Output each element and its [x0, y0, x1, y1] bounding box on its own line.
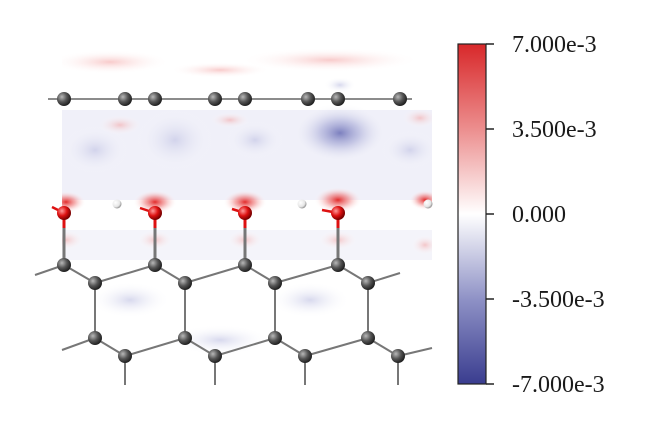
carbon-atom — [148, 92, 162, 106]
substrate-bonds — [34, 263, 433, 385]
colorbar-tick-label: 0.000 — [512, 202, 566, 228]
carbon-atom — [88, 331, 102, 345]
carbon-atom — [178, 331, 192, 345]
co-bonds — [62, 216, 340, 265]
carbon-atom — [208, 349, 222, 363]
carbon-atom — [118, 349, 132, 363]
carbon-atom — [148, 258, 162, 272]
top-carbon-atoms — [57, 92, 407, 106]
carbon-atom — [238, 258, 252, 272]
colorbar: 7.000e-3 3.500e-3 0.000 -3.500e-3 -7.000e-3 — [457, 32, 605, 398]
carbon-atom — [391, 349, 405, 363]
carbon-atom — [88, 276, 102, 290]
colorbar-tick-label: 3.500e-3 — [512, 117, 597, 143]
carbon-atom — [331, 92, 345, 106]
atomic-structure — [34, 92, 433, 385]
carbon-atom — [57, 92, 71, 106]
hydrogen-atom — [423, 199, 433, 209]
carbon-atom — [118, 92, 132, 106]
carbon-atom — [238, 92, 252, 106]
colorbar-tick-label: -7.000e-3 — [512, 372, 605, 398]
carbon-atom — [331, 258, 345, 272]
oxygen-atom — [57, 206, 71, 220]
carbon-atom — [298, 349, 312, 363]
hydrogen-atom — [297, 199, 307, 209]
oxygen-atoms — [57, 206, 345, 220]
carbon-atom — [361, 331, 375, 345]
carbon-atom — [301, 92, 315, 106]
hydrogen-atom — [112, 199, 122, 209]
oxygen-atom — [148, 206, 162, 220]
oxygen-atom — [331, 206, 345, 220]
carbon-atom — [57, 258, 71, 272]
carbon-atom — [268, 276, 282, 290]
oxygen-atom — [238, 206, 252, 220]
substrate-carbon-atoms — [57, 258, 405, 363]
carbon-atom — [178, 276, 192, 290]
carbon-atom — [393, 92, 407, 106]
carbon-atom — [208, 92, 222, 106]
carbon-atom — [361, 276, 375, 290]
hydrogen-atoms — [112, 199, 433, 209]
colorbar-tick-label: -3.500e-3 — [512, 287, 605, 313]
colorbar-tick-label: 7.000e-3 — [512, 32, 597, 58]
colorbar-ticks: 7.000e-3 3.500e-3 0.000 -3.500e-3 -7.000e-3 — [486, 32, 605, 398]
carbon-atom — [268, 331, 282, 345]
colorbar-gradient — [457, 43, 487, 385]
